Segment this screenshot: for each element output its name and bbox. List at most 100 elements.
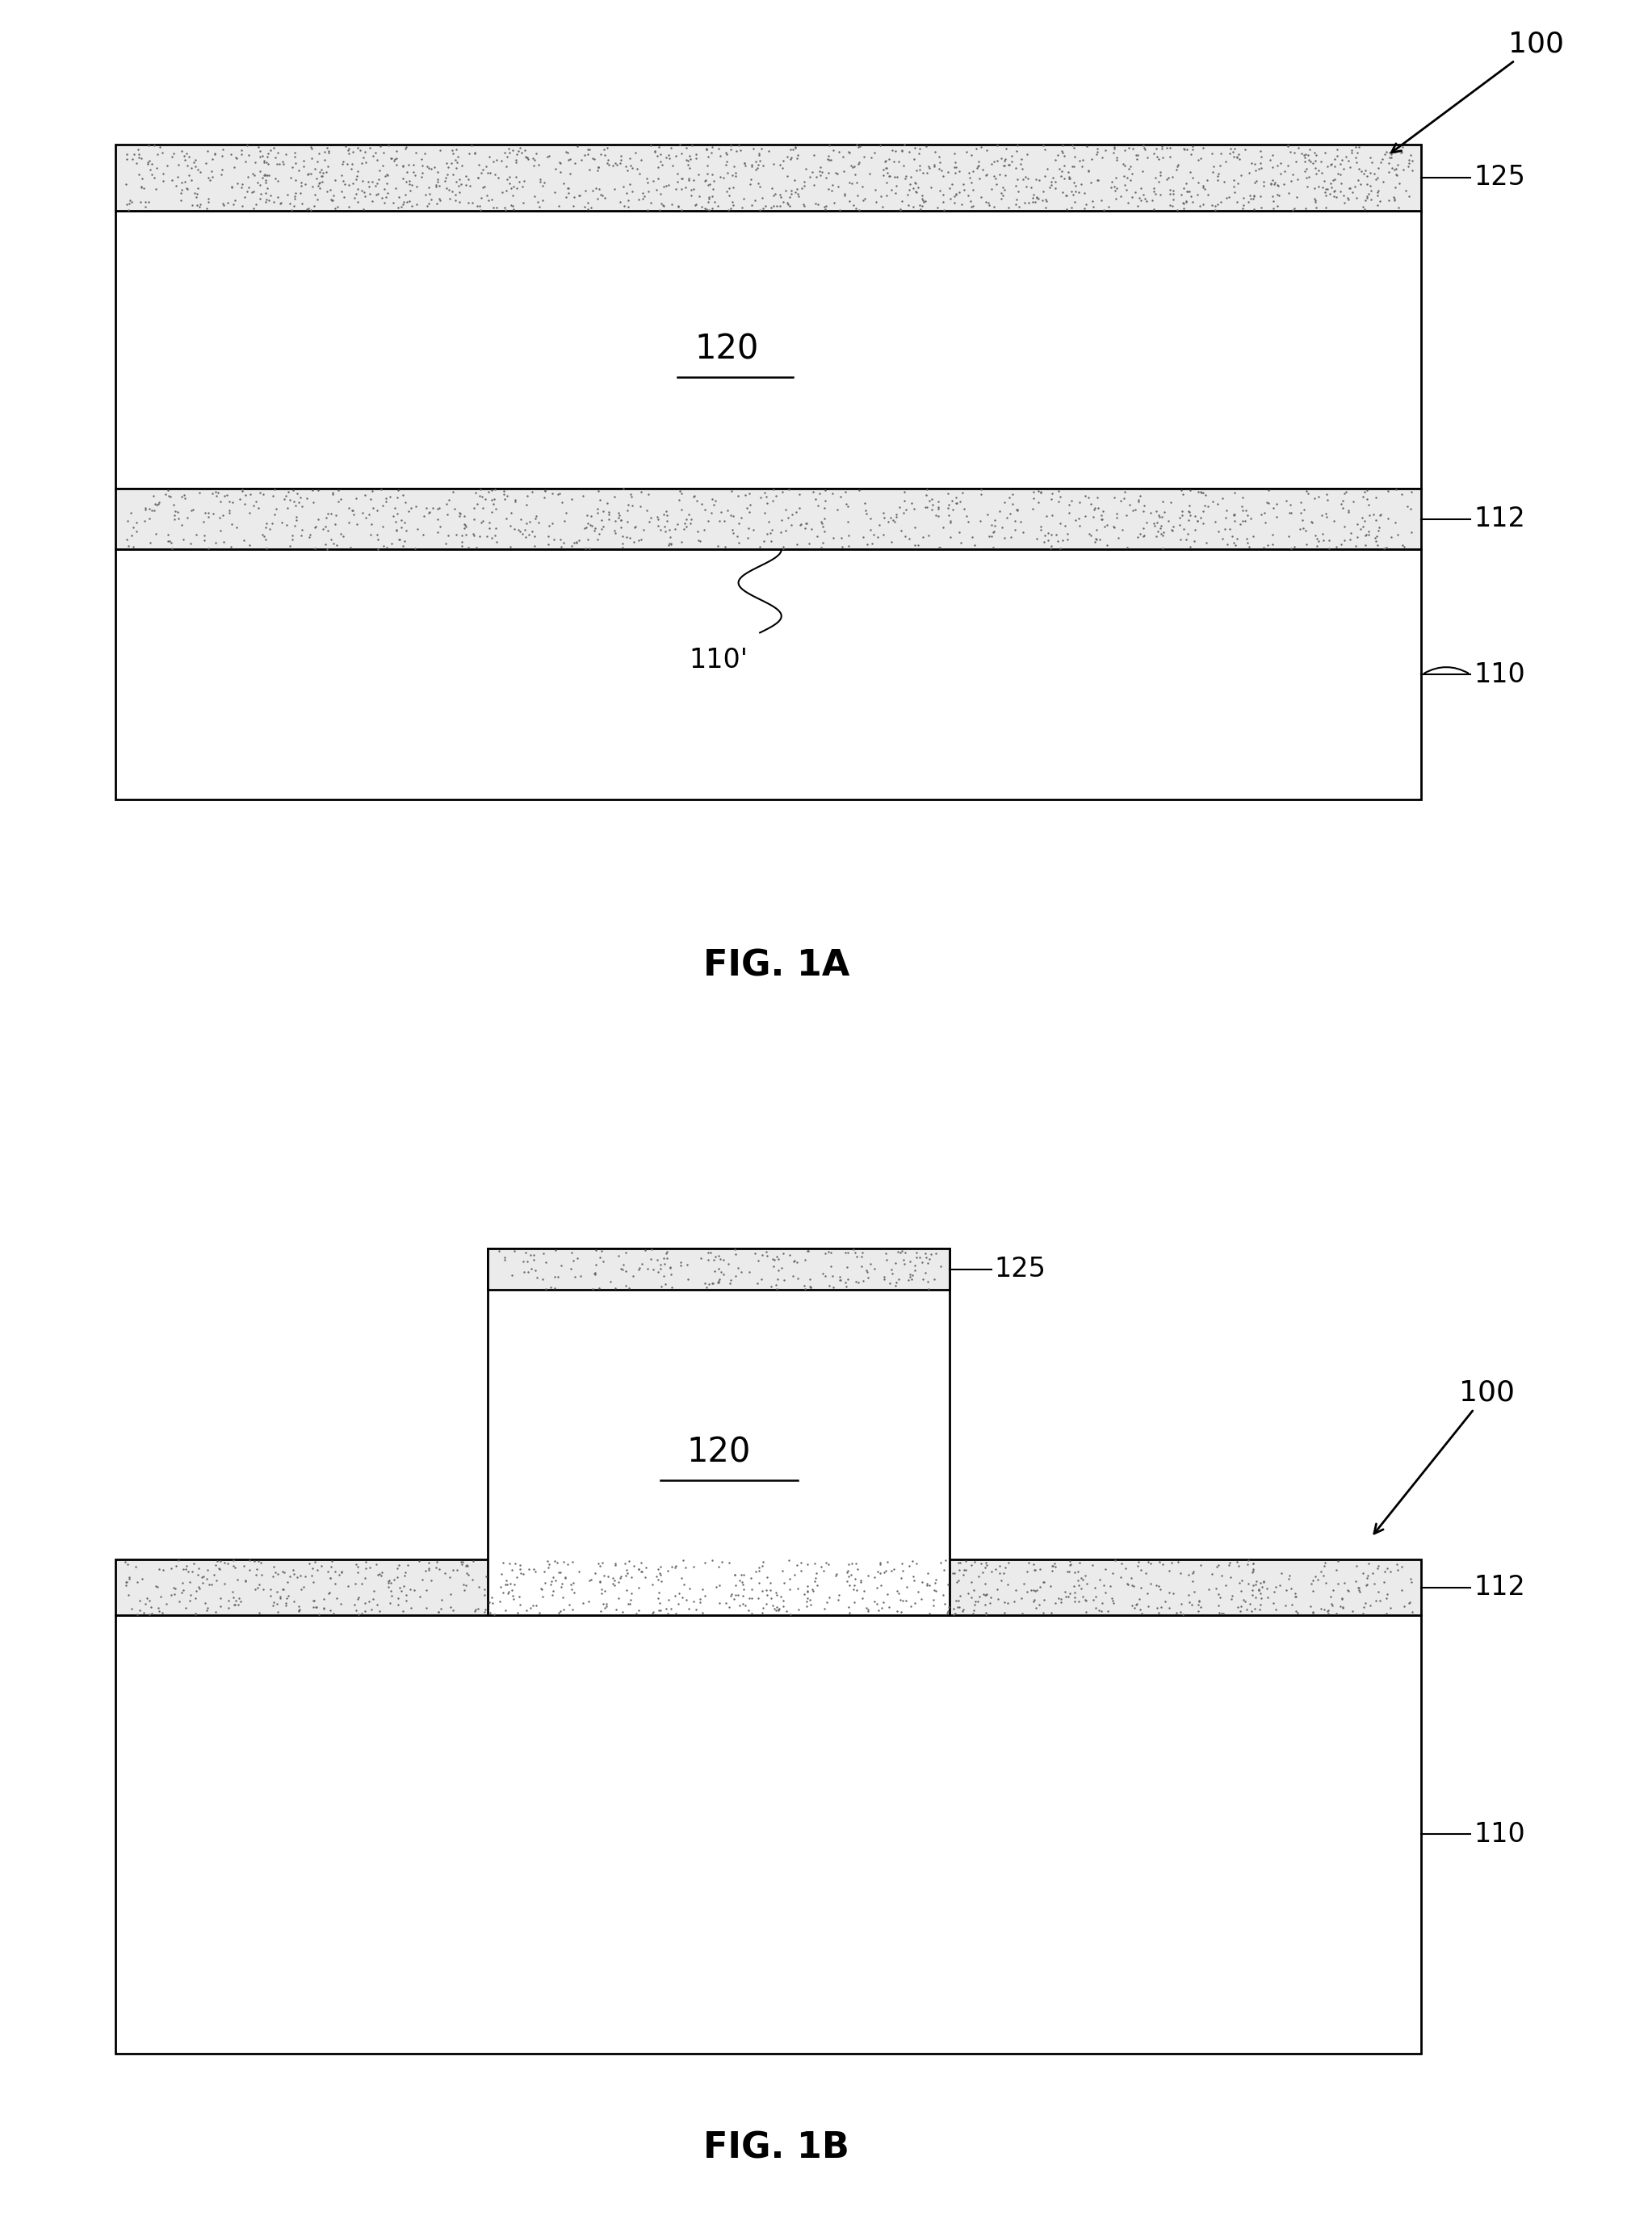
Point	[922, 1561, 948, 1596]
Point	[961, 528, 988, 564]
Point	[618, 480, 644, 515]
Point	[203, 473, 230, 508]
Point	[773, 140, 800, 175]
Point	[124, 504, 150, 539]
Point	[748, 1574, 775, 1610]
Point	[1039, 528, 1066, 564]
Point	[1260, 166, 1287, 202]
Point	[344, 1547, 370, 1583]
Point	[1188, 1590, 1214, 1625]
Point	[1384, 147, 1411, 182]
Point	[1042, 142, 1069, 178]
Point	[1080, 189, 1107, 224]
Point	[601, 1270, 628, 1305]
Point	[443, 178, 469, 213]
Point	[203, 1563, 230, 1598]
Point	[867, 1556, 894, 1592]
Point	[1084, 480, 1110, 515]
Point	[882, 169, 909, 204]
Point	[707, 160, 733, 195]
Point	[648, 135, 674, 171]
Point	[1029, 1563, 1056, 1598]
Point	[454, 1547, 481, 1583]
Point	[758, 171, 785, 206]
Point	[383, 513, 410, 548]
Point	[195, 180, 221, 215]
Point	[735, 1592, 762, 1627]
Point	[461, 135, 487, 171]
Point	[809, 1257, 836, 1292]
Point	[961, 1583, 988, 1618]
Point	[441, 491, 468, 526]
Point	[1039, 1547, 1066, 1583]
Point	[1145, 1567, 1171, 1603]
Point	[150, 1552, 177, 1587]
Point	[1112, 133, 1138, 169]
Point	[281, 473, 307, 508]
Point	[1254, 484, 1280, 519]
Point	[1037, 1594, 1064, 1629]
Point	[132, 1585, 159, 1621]
Point	[218, 169, 244, 204]
Point	[983, 1552, 1009, 1587]
Point	[738, 149, 765, 184]
Point	[634, 493, 661, 528]
Point	[778, 140, 805, 175]
Point	[507, 1552, 534, 1587]
Point	[126, 135, 152, 171]
Point	[725, 129, 752, 164]
Point	[474, 155, 501, 191]
Point	[1170, 1596, 1196, 1632]
Point	[126, 155, 152, 191]
Point	[124, 1596, 150, 1632]
Point	[413, 149, 439, 184]
Point	[1113, 160, 1140, 195]
Point	[547, 147, 573, 182]
Point	[160, 1570, 187, 1605]
Point	[686, 155, 712, 191]
Point	[160, 502, 187, 537]
Point	[463, 475, 489, 511]
Point	[1351, 473, 1378, 508]
Point	[453, 1567, 479, 1603]
Point	[1092, 133, 1118, 169]
Point	[1085, 491, 1112, 526]
Point	[1227, 1594, 1254, 1629]
Point	[246, 153, 273, 189]
Point	[532, 480, 558, 515]
Point	[657, 526, 684, 562]
Point	[1313, 477, 1340, 513]
Point	[1270, 166, 1297, 202]
Point	[236, 169, 263, 204]
Point	[1047, 1581, 1074, 1616]
Point	[1295, 138, 1322, 173]
Point	[1398, 515, 1424, 551]
Point	[590, 493, 616, 528]
Point	[991, 173, 1018, 209]
Point	[499, 133, 525, 169]
Point	[268, 184, 294, 220]
Point	[836, 528, 862, 564]
Point	[851, 182, 877, 218]
Point	[654, 1234, 681, 1270]
Point	[469, 504, 496, 539]
Point	[692, 1265, 719, 1301]
Point	[692, 162, 719, 198]
Point	[159, 140, 185, 175]
Point	[486, 160, 512, 195]
Point	[1066, 502, 1092, 537]
Point	[398, 491, 425, 526]
Point	[254, 135, 281, 171]
Point	[230, 473, 256, 508]
Point	[843, 191, 869, 226]
Point	[1013, 169, 1039, 204]
Point	[131, 171, 157, 206]
Point	[1049, 153, 1075, 189]
Point	[1099, 164, 1125, 200]
Point	[866, 1592, 892, 1627]
Point	[724, 519, 750, 555]
Point	[667, 1248, 694, 1283]
Point	[608, 502, 634, 537]
Point	[502, 482, 529, 517]
Point	[692, 162, 719, 198]
